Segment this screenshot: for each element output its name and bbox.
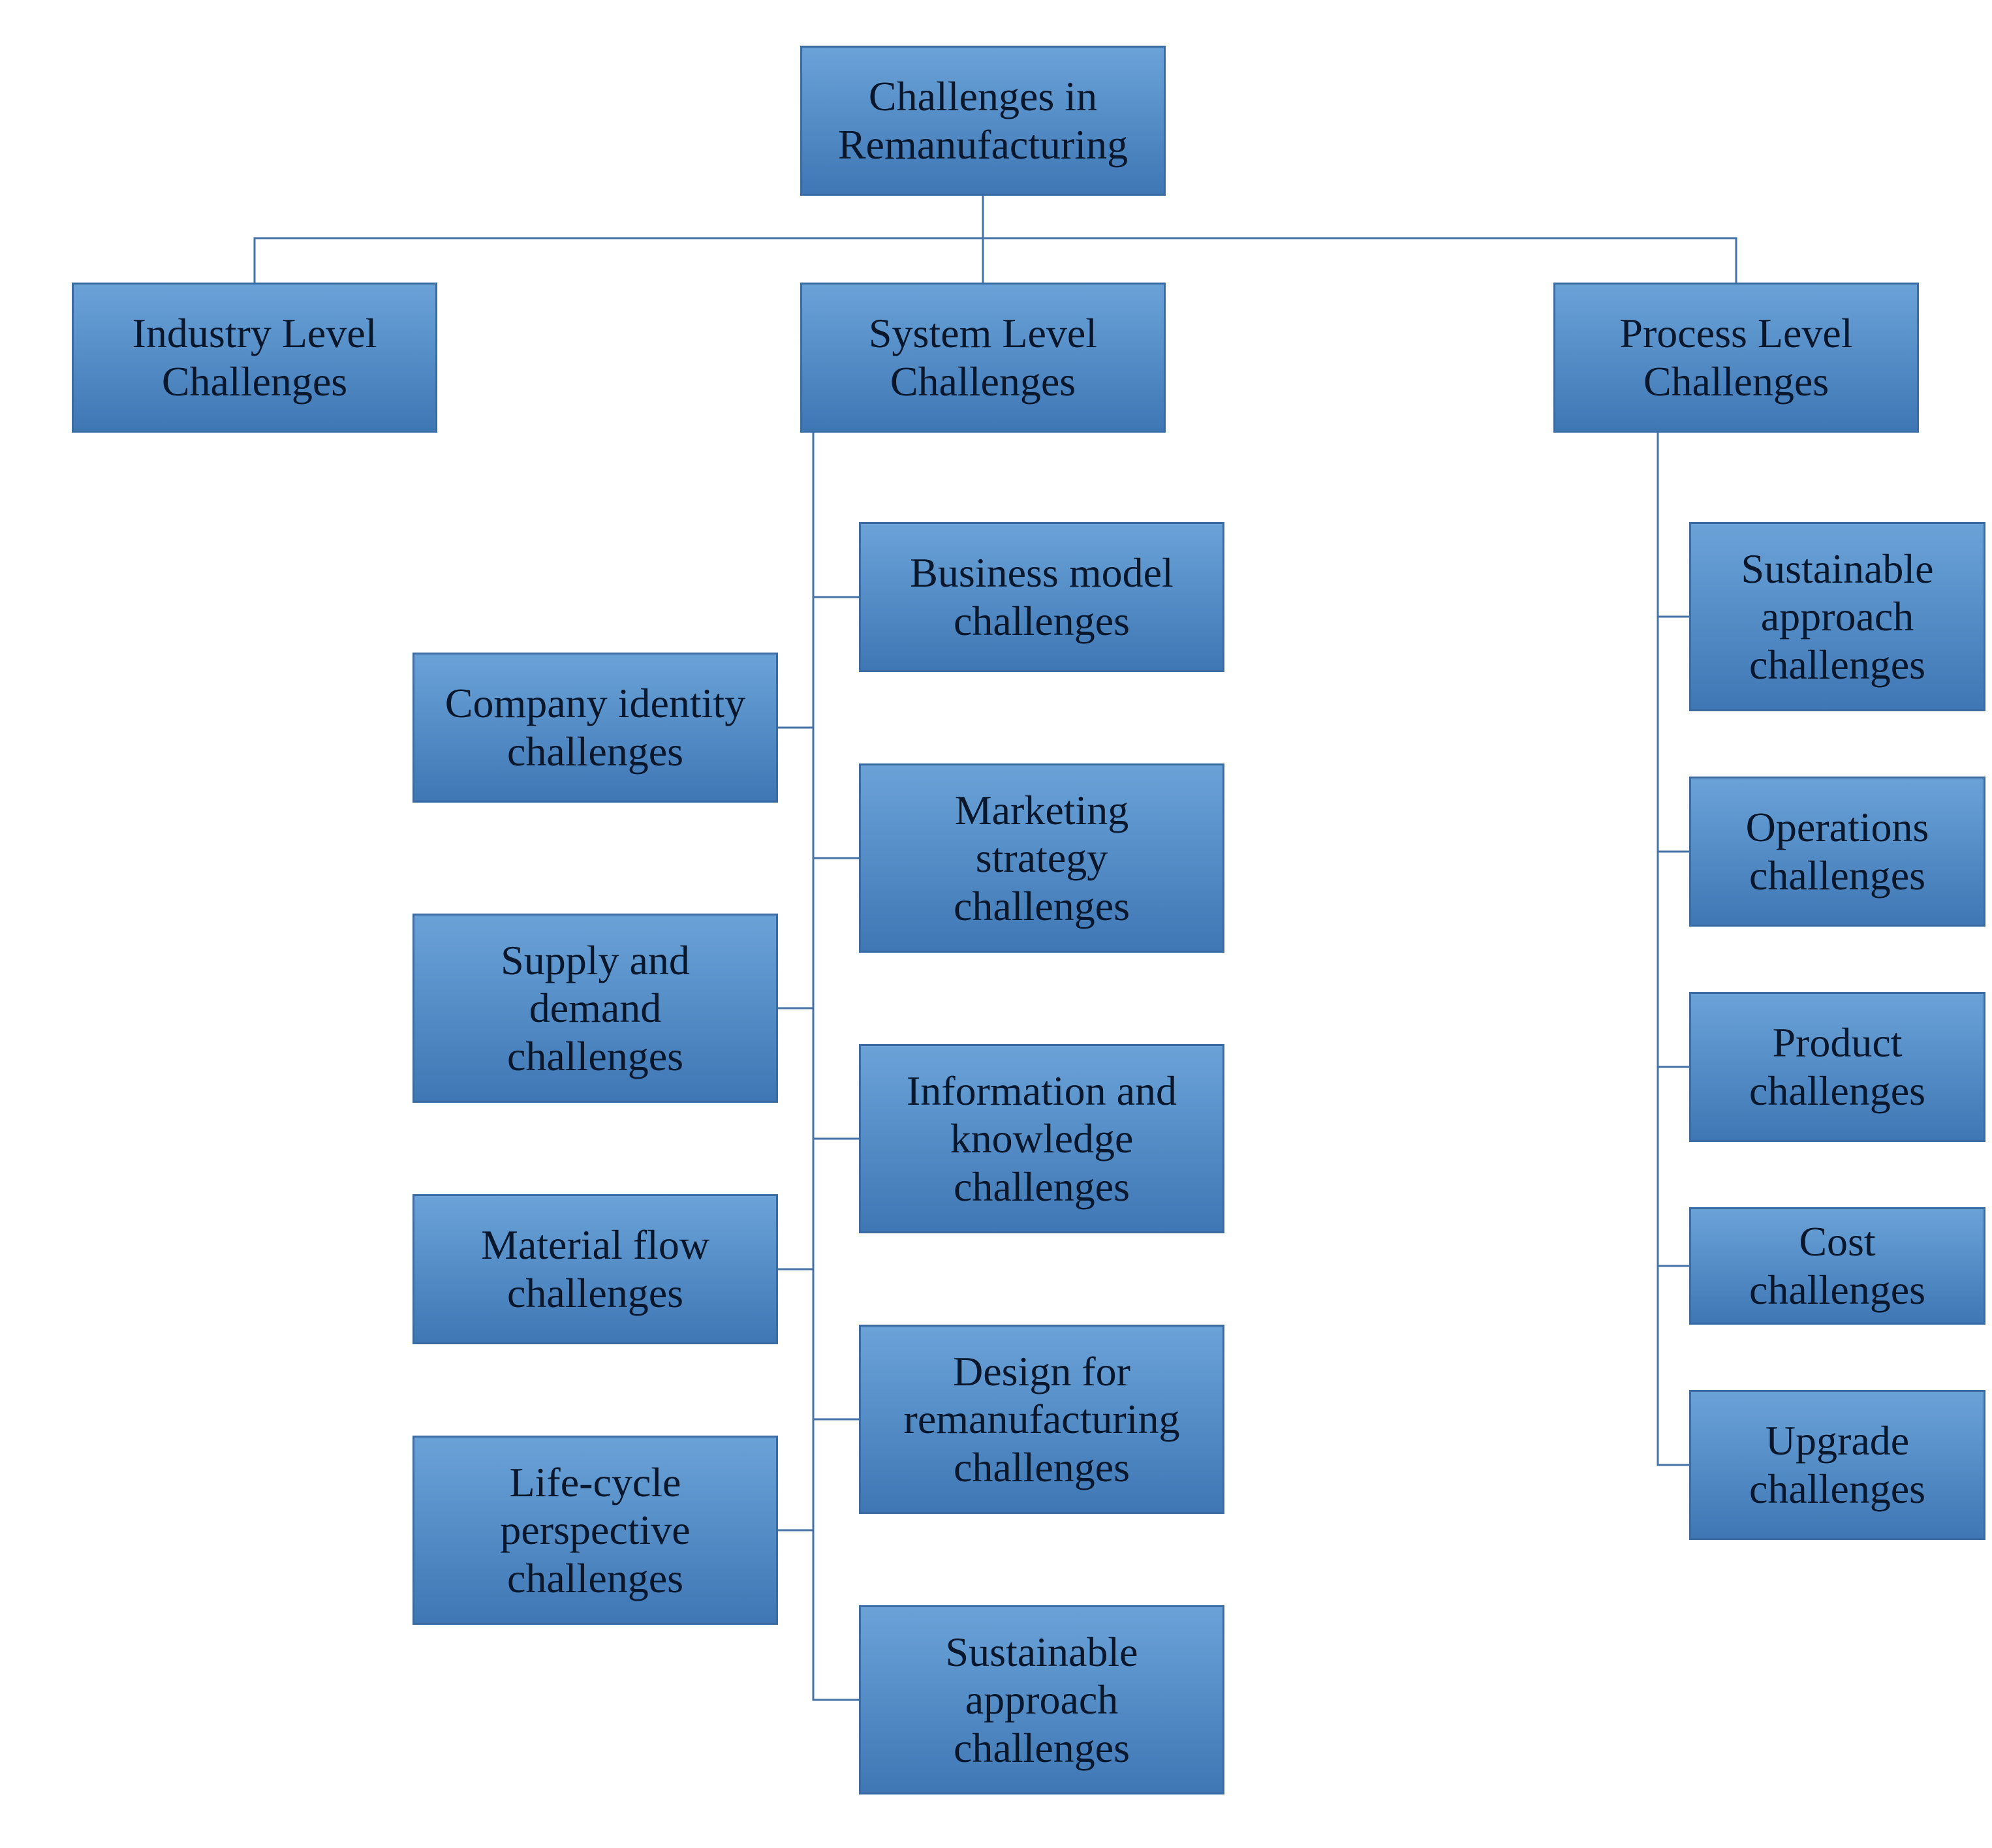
node-process: Process Level Challenges	[1553, 283, 1919, 433]
diagram-canvas: Challenges in Remanufacturing Industry Le…	[0, 0, 1992, 1848]
node-proc_operations: Operations challenges	[1689, 777, 1985, 927]
node-sys_r_business: Business model challenges	[859, 522, 1224, 672]
node-proc_sustain: Sustainable approach challenges	[1689, 522, 1985, 711]
node-system: System Level Challenges	[800, 283, 1166, 433]
node-sys_l_lifecycle: Life-cycle perspective challenges	[412, 1436, 778, 1625]
node-sys_r_info: Information and knowledge challenges	[859, 1044, 1224, 1233]
node-sys_r_sustain: Sustainable approach challenges	[859, 1605, 1224, 1794]
node-sys_r_marketing: Marketing strategy challenges	[859, 763, 1224, 953]
node-proc_product: Product challenges	[1689, 992, 1985, 1142]
node-proc_cost: Cost challenges	[1689, 1207, 1985, 1325]
node-sys_l_material: Material flow challenges	[412, 1194, 778, 1344]
node-sys_r_design: Design for remanufacturing challenges	[859, 1325, 1224, 1514]
node-proc_upgrade: Upgrade challenges	[1689, 1390, 1985, 1540]
node-sys_l_supply: Supply and demand challenges	[412, 914, 778, 1103]
node-sys_l_company: Company identity challenges	[412, 653, 778, 803]
node-industry: Industry Level Challenges	[72, 283, 437, 433]
node-root: Challenges in Remanufacturing	[800, 46, 1166, 196]
